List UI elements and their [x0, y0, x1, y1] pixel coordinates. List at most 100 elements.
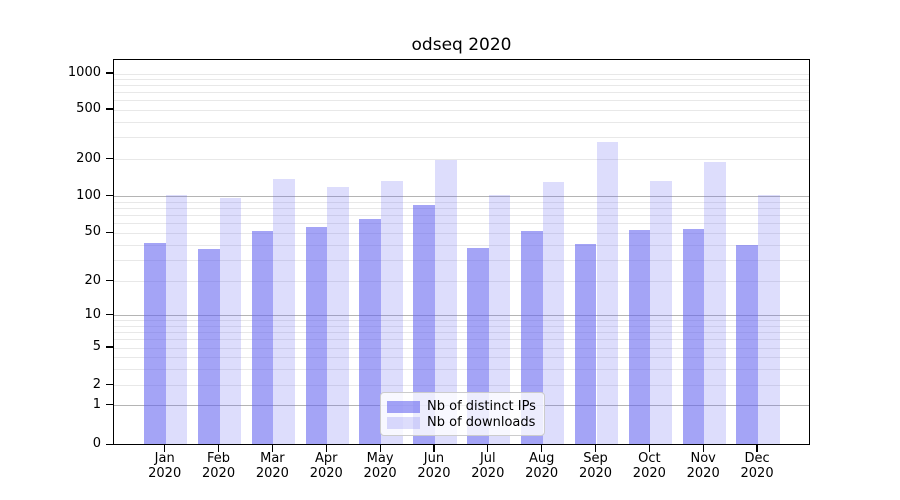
y-tick-1000 — [106, 72, 113, 74]
minor-gridline-200 — [114, 159, 809, 161]
x-tick-label-nov: Nov 2020 — [686, 451, 720, 481]
bar-mar-distinct-ips — [251, 231, 274, 444]
y-tick-label-1: 1 — [92, 396, 101, 412]
y-tick-label-5: 5 — [92, 339, 101, 354]
legend-swatch-distinct-ips — [387, 400, 420, 413]
x-tick-may — [379, 445, 381, 452]
x-tick-label-jul: Jul 2020 — [471, 451, 505, 481]
x-tick-aug — [541, 445, 543, 452]
y-tick-2 — [106, 384, 113, 386]
y-tick-100 — [106, 195, 113, 197]
minor-gridline-700 — [114, 92, 809, 94]
x-tick-label-aug: Aug 2020 — [525, 451, 559, 481]
bar-apr-downloads — [327, 187, 349, 444]
bar-apr-distinct-ips — [305, 227, 328, 444]
minor-gridline-300 — [114, 137, 809, 139]
x-tick-label-oct: Oct 2020 — [632, 451, 666, 481]
x-tick-label-sep: Sep 2020 — [578, 451, 613, 481]
major-gridline-10 — [114, 315, 809, 317]
bar-oct-distinct-ips — [628, 230, 651, 444]
x-tick-label-may: May 2020 — [363, 451, 397, 481]
bar-dec-downloads — [758, 194, 780, 444]
x-tick-sep — [594, 445, 597, 452]
legend-item-distinct-ips: Nb of distinct IPs — [387, 400, 538, 413]
y-tick-label-50: 50 — [84, 224, 101, 240]
y-tick-label-2: 2 — [92, 376, 101, 392]
y-tick-20 — [106, 280, 113, 282]
y-tick-5 — [106, 346, 113, 348]
bar-sep-downloads — [596, 142, 619, 444]
minor-gridline-90 — [114, 201, 809, 203]
bar-mar-downloads — [273, 179, 296, 444]
minor-gridline-60 — [114, 223, 809, 225]
minor-gridline-80 — [114, 208, 809, 209]
x-tick-jul — [487, 445, 489, 452]
bar-dec-distinct-ips — [736, 245, 759, 444]
bar-jan-distinct-ips — [144, 242, 166, 444]
minor-gridline-900 — [114, 78, 809, 80]
minor-gridline-2 — [114, 385, 809, 387]
minor-gridline-8 — [114, 325, 809, 327]
legend-label-downloads: Nb of downloads — [427, 415, 536, 430]
y-tick-1 — [106, 404, 113, 406]
bar-feb-downloads — [219, 198, 242, 444]
minor-gridline-20 — [114, 281, 809, 283]
minor-gridline-6 — [114, 339, 809, 340]
y-tick-50 — [106, 231, 113, 234]
y-tick-label-0: 0 — [92, 436, 101, 452]
bar-feb-distinct-ips — [197, 249, 220, 444]
minor-gridline-30 — [114, 259, 809, 261]
y-tick-label-500: 500 — [76, 101, 101, 116]
y-tick-label-100: 100 — [76, 187, 101, 203]
bar-aug-downloads — [542, 181, 565, 444]
legend-item-downloads: Nb of downloads — [387, 416, 538, 429]
y-tick-500 — [106, 108, 113, 110]
y-tick-0 — [106, 443, 113, 445]
bar-nov-downloads — [704, 162, 726, 444]
plot-area: Nb of distinct IPs Nb of downloads — [113, 59, 810, 445]
minor-gridline-800 — [114, 85, 809, 87]
y-tick-label-200: 200 — [76, 150, 101, 166]
minor-gridline-40 — [114, 244, 809, 246]
x-tick-dec — [756, 445, 758, 452]
x-tick-label-jun: Jun 2020 — [417, 451, 451, 481]
minor-gridline-3 — [114, 368, 809, 370]
minor-gridline-70 — [114, 215, 809, 217]
minor-gridline-50 — [114, 232, 809, 234]
legend-swatch-downloads — [387, 416, 420, 429]
minor-gridline-5 — [114, 347, 809, 349]
legend-label-distinct-ips: Nb of distinct IPs — [427, 399, 536, 414]
x-tick-mar — [271, 445, 274, 452]
x-tick-oct — [648, 445, 651, 452]
x-tick-nov — [702, 445, 704, 452]
x-tick-jan — [164, 445, 166, 452]
minor-gridline-9 — [114, 320, 809, 322]
minor-gridline-500 — [114, 109, 809, 111]
legend: Nb of distinct IPs Nb of downloads — [380, 392, 545, 436]
y-tick-label-1000: 1000 — [67, 65, 101, 80]
x-tick-label-mar: Mar 2020 — [255, 451, 289, 481]
bar-nov-distinct-ips — [682, 229, 705, 444]
chart-title: odseq 2020 — [411, 35, 512, 55]
minor-gridline-400 — [114, 121, 809, 123]
y-tick-label-10: 10 — [84, 306, 101, 322]
y-tick-10 — [106, 314, 113, 316]
x-tick-label-apr: Apr 2020 — [309, 451, 343, 481]
bar-may-distinct-ips — [359, 219, 382, 444]
bar-jan-downloads — [165, 195, 188, 444]
bar-jun-distinct-ips — [413, 205, 435, 444]
minor-gridline-1000 — [114, 73, 809, 75]
minor-gridline-4 — [114, 356, 809, 358]
bar-jul-downloads — [488, 194, 511, 444]
bar-jun-downloads — [434, 160, 457, 444]
major-gridline-100 — [114, 196, 809, 198]
minor-gridline-600 — [114, 100, 809, 102]
x-tick-jun — [433, 445, 435, 452]
minor-gridline-7 — [114, 331, 809, 333]
x-tick-label-feb: Feb 2020 — [202, 451, 236, 481]
bar-oct-downloads — [650, 180, 673, 444]
bar-sep-distinct-ips — [574, 243, 597, 444]
y-tick-label-20: 20 — [84, 272, 101, 288]
x-tick-label-dec: Dec 2020 — [740, 451, 774, 481]
